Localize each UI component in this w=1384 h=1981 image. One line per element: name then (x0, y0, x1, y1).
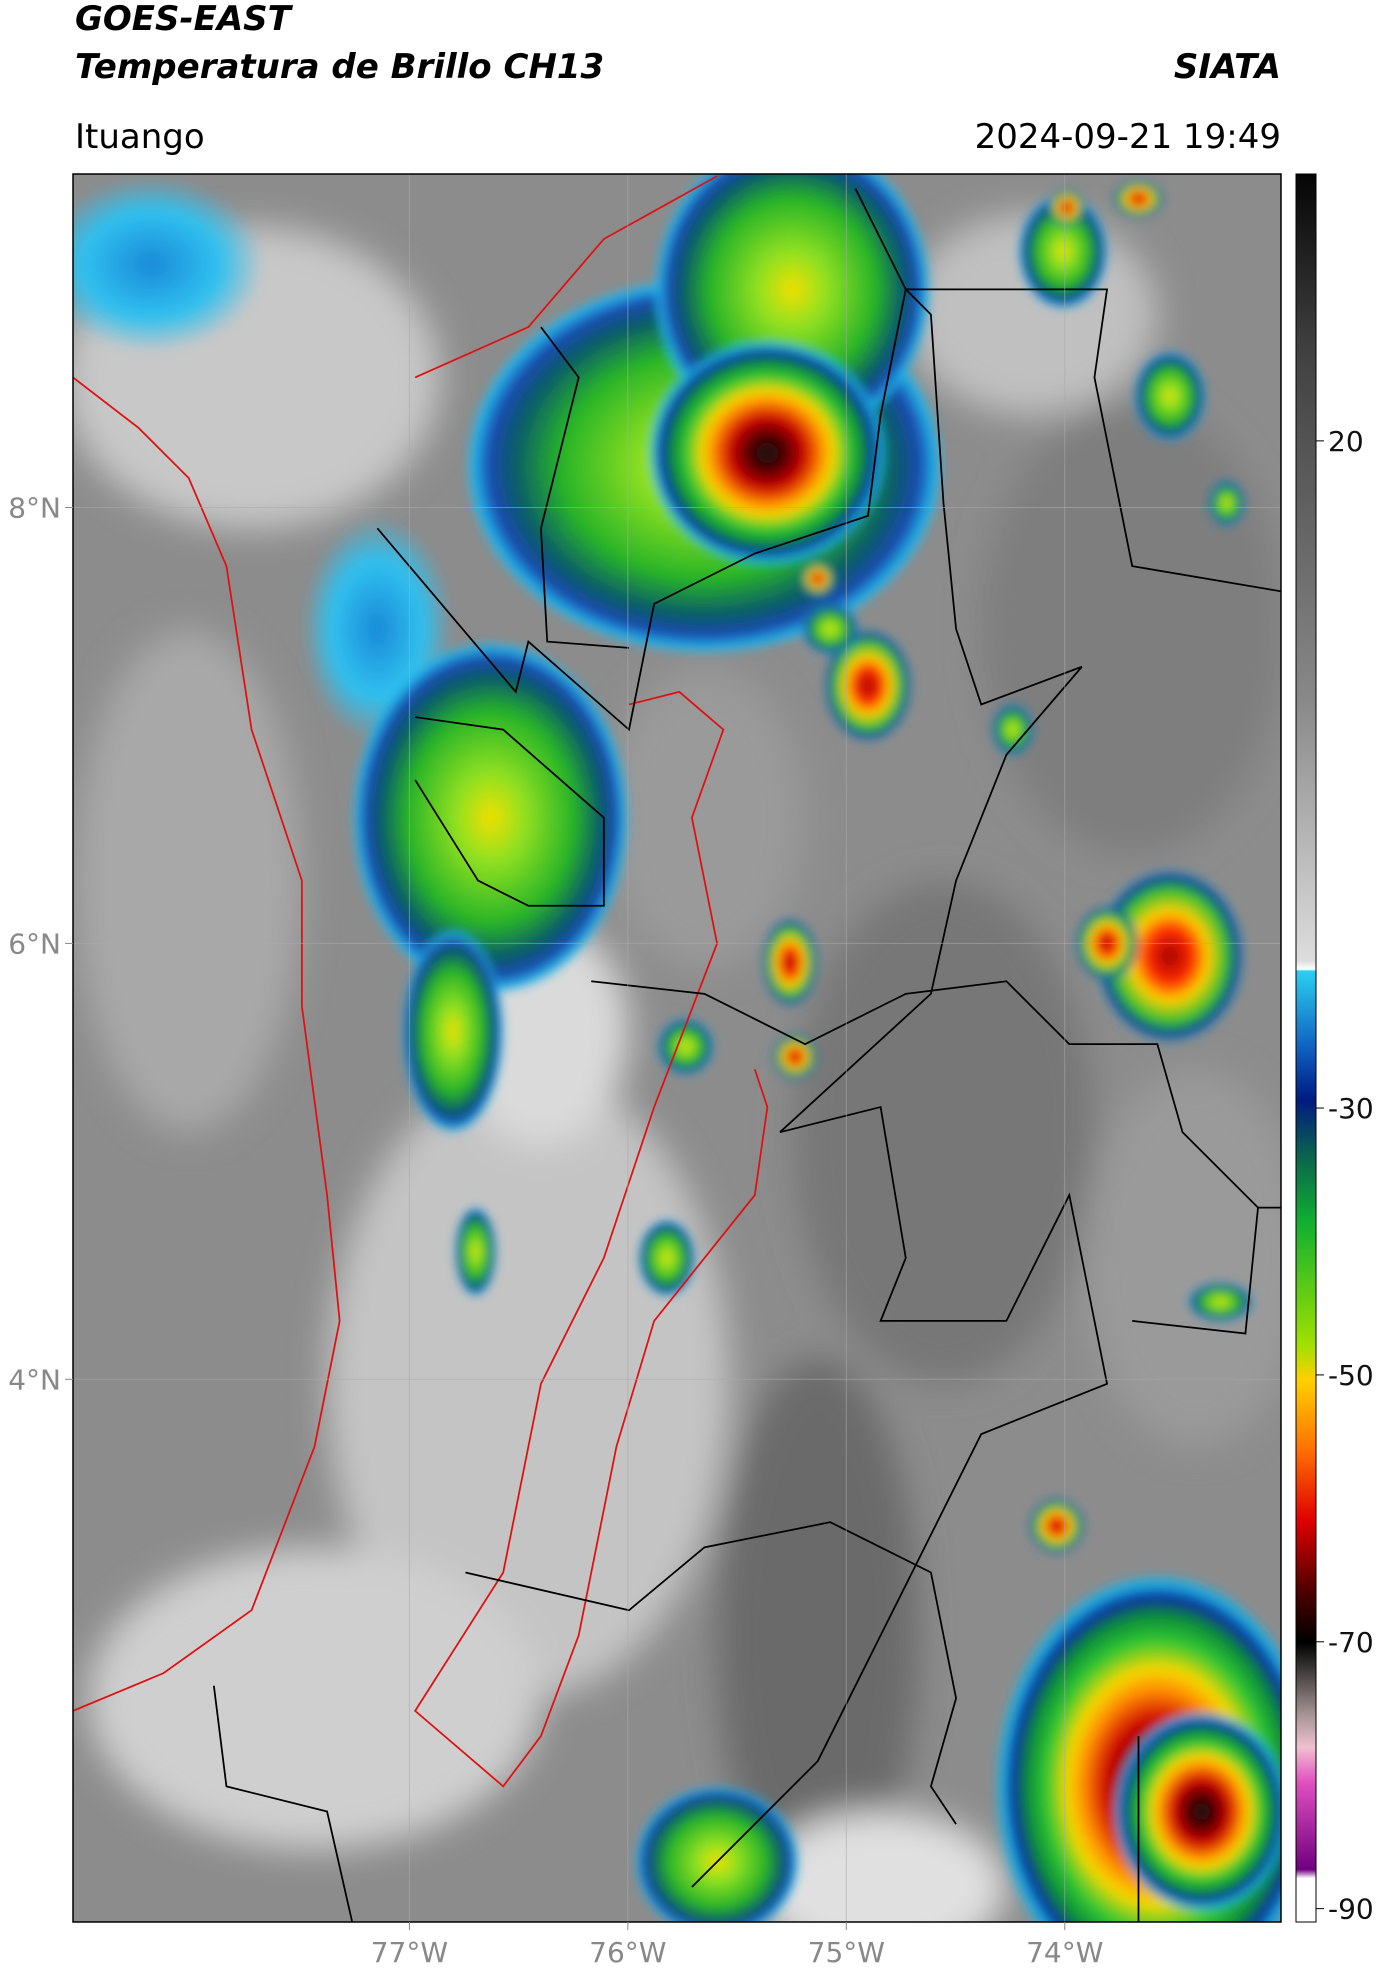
colorbar-tick-label: 20 (1328, 425, 1364, 458)
timestamp: 2024-09-21 19:49 (975, 117, 1281, 157)
map-frame (72, 173, 1282, 1923)
source: SIATA (1174, 47, 1281, 87)
colorbar-tick-label: -70 (1328, 1626, 1374, 1659)
x-tick-label: 74°W (1026, 1936, 1103, 1969)
satellite: GOES-EAST (75, 0, 294, 39)
satellite-image (73, 174, 1281, 1922)
colorbar-tick-label: -50 (1328, 1359, 1374, 1392)
grid (73, 174, 1281, 1922)
x-tick-label: 76°W (589, 1936, 666, 1969)
x-tick-label: 77°W (371, 1936, 448, 1969)
y-tick-label: 8°N (8, 491, 61, 524)
y-tick-label: 4°N (8, 1363, 61, 1396)
colorbar-tick-label: -90 (1328, 1893, 1374, 1926)
product: Temperatura de Brillo CH13 (75, 47, 604, 87)
x-tick-label: 75°W (808, 1936, 885, 1969)
colorbar (1295, 173, 1317, 1923)
location: Ituango (75, 117, 205, 157)
y-tick-label: 6°N (8, 927, 61, 960)
colorbar-tick-label: -30 (1328, 1092, 1374, 1125)
